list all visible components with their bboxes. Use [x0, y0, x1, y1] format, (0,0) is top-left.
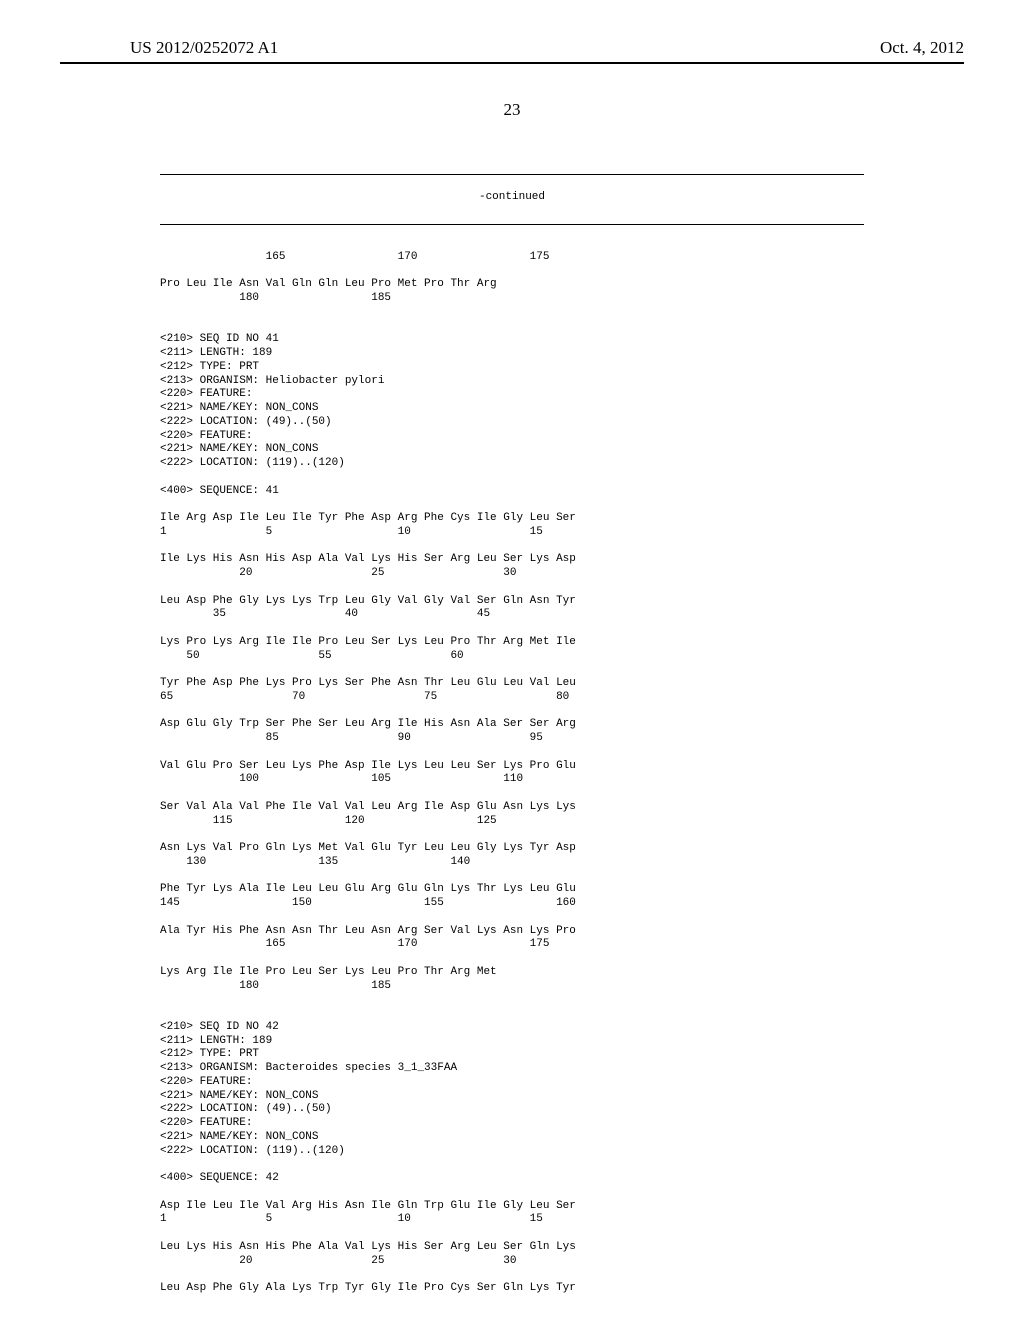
seq-residue-line: Asp Glu Gly Trp Ser Phe Ser Leu Arg Ile …: [160, 718, 576, 730]
seq-residue-line: Asp Ile Leu Ile Val Arg His Asn Ile Gln …: [160, 1200, 576, 1212]
seq-pos-line: 115 120 125: [160, 815, 497, 827]
seq-residue-line: Val Glu Pro Ser Leu Lys Phe Asp Ile Lys …: [160, 760, 576, 772]
top-rule: [160, 174, 864, 175]
seq-residue-line: Ala Tyr His Phe Asn Asn Thr Leu Asn Arg …: [160, 925, 576, 937]
seq-pos-line: 130 135 140: [160, 856, 470, 868]
seq-residue-line: Ile Arg Asp Ile Leu Ile Tyr Phe Asp Arg …: [160, 512, 576, 524]
seq-residue-line: Leu Asp Phe Gly Ala Lys Trp Tyr Gly Ile …: [160, 1282, 576, 1294]
seq-header-line: <400> SEQUENCE: 42: [160, 1172, 279, 1184]
seq-header-line: <210> SEQ ID NO 41: [160, 333, 279, 345]
seq-header-line: <213> ORGANISM: Heliobacter pylori: [160, 375, 384, 387]
publication-number: US 2012/0252072 A1: [130, 38, 278, 58]
seq-residue-line: Pro Leu Ile Asn Val Gln Gln Leu Pro Met …: [160, 278, 497, 290]
seq-header-line: <212> TYPE: PRT: [160, 1048, 259, 1060]
publication-date: Oct. 4, 2012: [880, 38, 964, 58]
seq-pos-line: 165 170 175: [160, 251, 549, 263]
seq-pos-line: 20 25 30: [160, 1255, 516, 1267]
seq-header-line: <212> TYPE: PRT: [160, 361, 259, 373]
seq-header-line: <221> NAME/KEY: NON_CONS: [160, 443, 318, 455]
seq-residue-line: Leu Lys His Asn His Phe Ala Val Lys His …: [160, 1241, 576, 1253]
seq-header-line: <220> FEATURE:: [160, 1117, 252, 1129]
seq-pos-line: 145 150 155 160: [160, 897, 576, 909]
seq-residue-line: Lys Pro Lys Arg Ile Ile Pro Leu Ser Lys …: [160, 636, 576, 648]
seq-pos-line: 1 5 10 15: [160, 526, 543, 538]
seq-pos-line: 35 40 45: [160, 608, 490, 620]
seq-pos-line: 50 55 60: [160, 650, 464, 662]
seq-header-line: <400> SEQUENCE: 41: [160, 485, 279, 497]
seq-residue-line: Ile Lys His Asn His Asp Ala Val Lys His …: [160, 553, 576, 565]
seq-header-line: <222> LOCATION: (49)..(50): [160, 416, 332, 428]
seq-pos-line: 100 105 110: [160, 773, 523, 785]
seq-header-line: <222> LOCATION: (49)..(50): [160, 1103, 332, 1115]
seq-residue-line: Asn Lys Val Pro Gln Lys Met Val Glu Tyr …: [160, 842, 576, 854]
seq-pos-line: 20 25 30: [160, 567, 516, 579]
seq-residue-line: Ser Val Ala Val Phe Ile Val Val Leu Arg …: [160, 801, 576, 813]
seq-header-line: <221> NAME/KEY: NON_CONS: [160, 402, 318, 414]
seq-header-line: <220> FEATURE:: [160, 388, 252, 400]
seq-pos-line: 165 170 175: [160, 938, 549, 950]
seq-pos-line: 1 5 10 15: [160, 1213, 543, 1225]
seq-header-line: <221> NAME/KEY: NON_CONS: [160, 1090, 318, 1102]
seq-header-line: <213> ORGANISM: Bacteroides species 3_1_…: [160, 1062, 457, 1074]
seq-residue-line: Lys Arg Ile Ile Pro Leu Ser Lys Leu Pro …: [160, 966, 497, 978]
page-number: 23: [0, 100, 1024, 120]
seq-header-line: <220> FEATURE:: [160, 430, 252, 442]
seq-residue-line: Tyr Phe Asp Phe Lys Pro Lys Ser Phe Asn …: [160, 677, 576, 689]
seq-header-line: <221> NAME/KEY: NON_CONS: [160, 1131, 318, 1143]
continued-label: -continued: [160, 191, 864, 205]
sequence-listing-content: -continued 165 170 175 Pro Leu Ile Asn V…: [160, 160, 864, 1296]
seq-residue-line: Phe Tyr Lys Ala Ile Leu Leu Glu Arg Glu …: [160, 883, 576, 895]
seq-header-line: <211> LENGTH: 189: [160, 1035, 272, 1047]
seq-header-line: <220> FEATURE:: [160, 1076, 252, 1088]
seq-header-line: <210> SEQ ID NO 42: [160, 1021, 279, 1033]
seq-pos-line: 180 185: [160, 292, 391, 304]
seq-pos-line: 65 70 75 80: [160, 691, 569, 703]
seq-header-line: <222> LOCATION: (119)..(120): [160, 1145, 345, 1157]
seq-header-line: <222> LOCATION: (119)..(120): [160, 457, 345, 469]
bottom-rule: [160, 224, 864, 225]
seq-residue-line: Leu Asp Phe Gly Lys Lys Trp Leu Gly Val …: [160, 595, 576, 607]
header-rule: [60, 62, 964, 64]
seq-header-line: <211> LENGTH: 189: [160, 347, 272, 359]
seq-pos-line: 85 90 95: [160, 732, 543, 744]
seq-pos-line: 180 185: [160, 980, 391, 992]
